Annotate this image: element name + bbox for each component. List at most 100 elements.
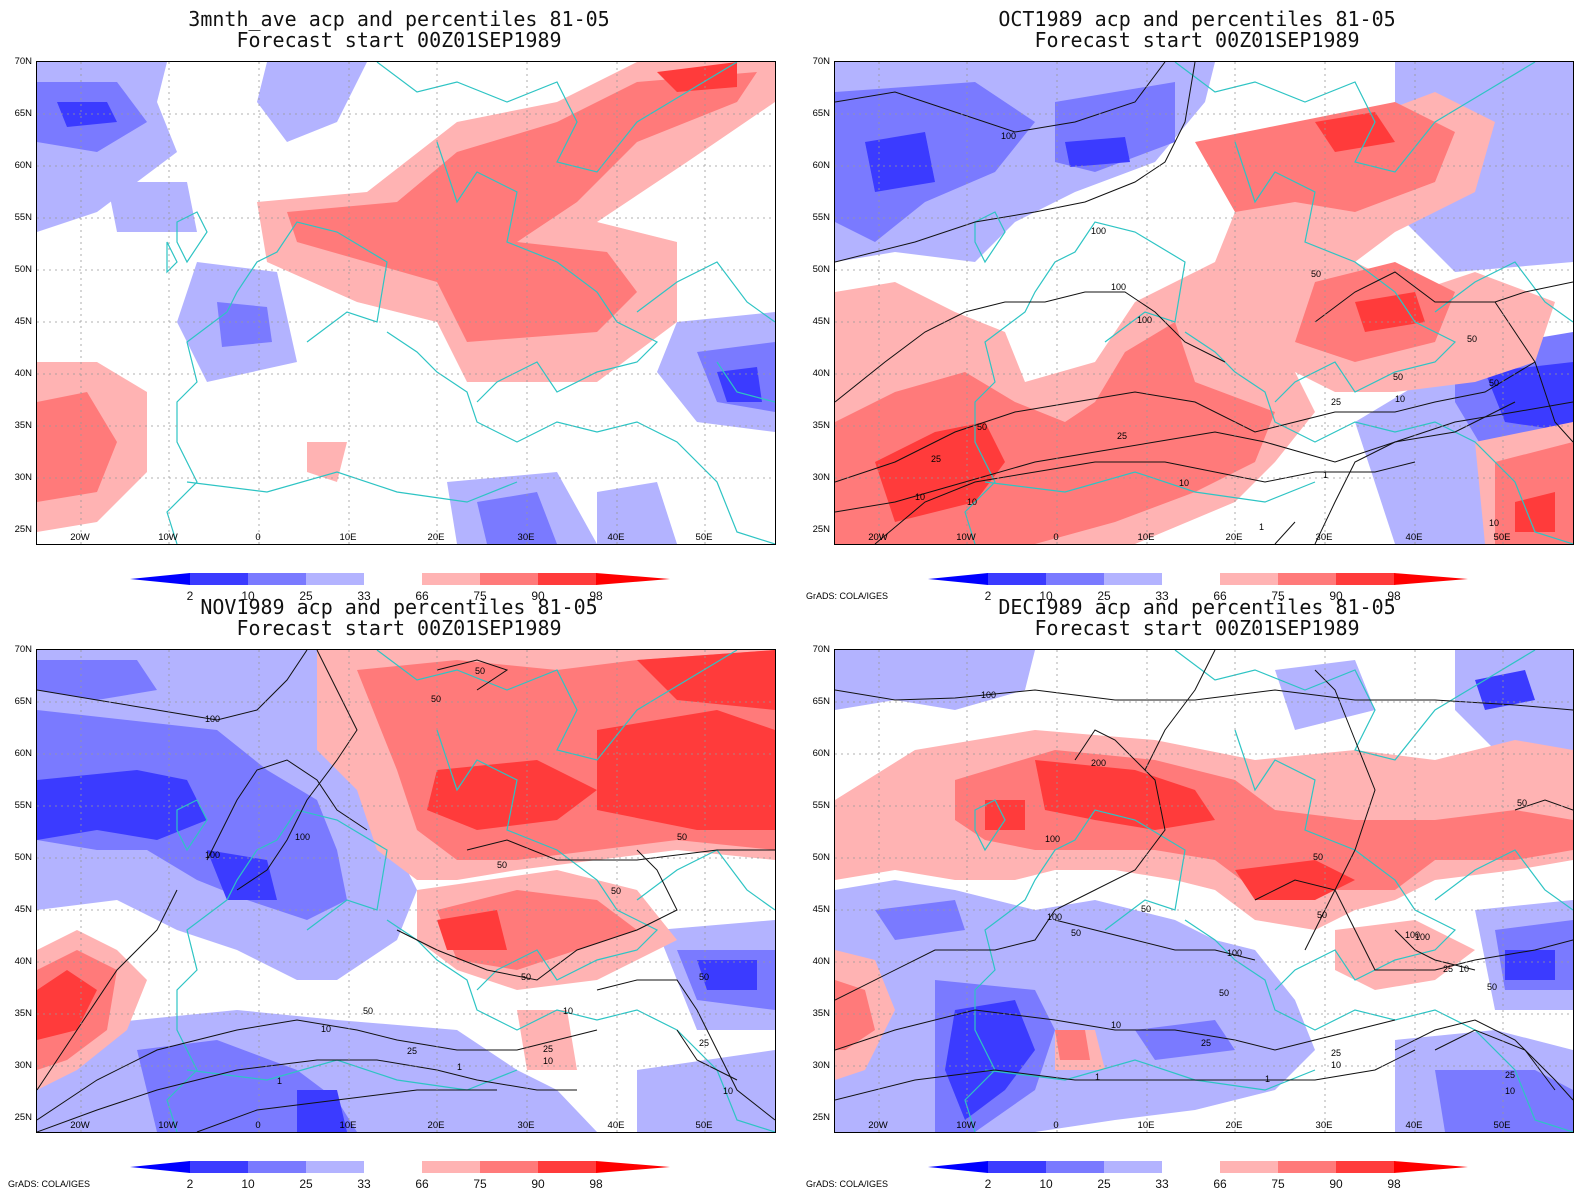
contour-label: 50 [521, 972, 531, 982]
colorbar-label: 2 [984, 1177, 992, 1191]
colorbar [928, 573, 1468, 585]
contour-label: 25 [699, 1038, 709, 1048]
colorbar-label: 25 [299, 589, 313, 603]
panel-nov: NOV1989 acp and percentiles 81-05 Foreca… [0, 588, 798, 1191]
contour-label: 50 [1141, 904, 1151, 914]
grads-credit: GrADS: COLA/IGES [806, 1179, 889, 1189]
y-tick-label: 40N [812, 368, 830, 379]
y-tick-label: 55N [14, 800, 32, 811]
red-region-strong [37, 650, 775, 1040]
colorbar-label: 33 [357, 589, 371, 603]
x-tick-label: 10E [339, 1120, 357, 1131]
panel-3month: 3mnth_ave acp and percentiles 81-05 Fore… [0, 0, 798, 603]
contour-label: 1 [1259, 522, 1264, 532]
x-tick-label: 0 [255, 532, 261, 543]
contour-label: 50 [1489, 378, 1499, 388]
y-tick-label: 50N [812, 264, 830, 275]
x-tick-label: 30E [1315, 1120, 1333, 1131]
contour-label: 100 [1137, 315, 1152, 325]
x-tick-label: 50E [695, 1120, 713, 1131]
contour-label: 50 [699, 972, 709, 982]
y-tick-label: 45N [812, 316, 830, 327]
contour-label: 50 [1219, 988, 1229, 998]
y-tick-label: 40N [14, 956, 32, 967]
colorbar-label: 75 [1271, 1177, 1285, 1191]
y-tick-label: 50N [14, 852, 32, 863]
red-region-strong [657, 62, 737, 92]
colorbar [928, 1161, 1468, 1173]
contour-label: 25 [1443, 964, 1453, 974]
y-tick-label: 30N [812, 472, 830, 483]
contour-label: 50 [1487, 982, 1497, 992]
panel-title: DEC1989 acp and percentiles 81-05 [998, 595, 1396, 619]
x-tick-label: 0 [1053, 1120, 1059, 1131]
contour-label: 50 [1313, 852, 1323, 862]
x-tick-label: 0 [1053, 532, 1059, 543]
colorbar [130, 573, 670, 585]
grads-credit: GrADS: COLA/IGES [8, 1179, 91, 1189]
x-tick-label: 40E [1405, 1120, 1423, 1131]
contour-label: 50 [1071, 928, 1081, 938]
x-tick-label: 20E [1225, 532, 1243, 543]
y-tick-label: 60N [812, 748, 830, 759]
colorbar-label: 25 [1097, 589, 1111, 603]
x-tick-label: 40E [1405, 532, 1423, 543]
grads-credit: GrADS: COLA/IGES [806, 591, 889, 601]
contour-label: 25 [1331, 1048, 1341, 1058]
x-tick-label: 50E [1493, 1120, 1511, 1131]
x-tick-label: 20E [1225, 1120, 1243, 1131]
y-tick-label: 60N [812, 160, 830, 171]
contour-label: 50 [677, 832, 687, 842]
panel-oct: OCT1989 acp and percentiles 81-05 Foreca… [798, 0, 1596, 603]
colorbar-label: 75 [473, 1177, 487, 1191]
panel-subtitle: Forecast start 00Z01SEP1989 [236, 616, 562, 640]
contour-label: 50 [497, 860, 507, 870]
colorbar-label: 75 [473, 589, 487, 603]
contour-label: 25 [1505, 1070, 1515, 1080]
y-tick-label: 40N [812, 956, 830, 967]
y-tick-label: 50N [812, 852, 830, 863]
colorbar-label: 90 [1329, 589, 1343, 603]
contour-label: 10 [723, 1086, 733, 1096]
colorbar-label: 33 [1155, 589, 1169, 603]
contour-label: 1 [277, 1076, 282, 1086]
map-area [36, 61, 776, 545]
grid [37, 62, 775, 544]
panel-title: NOV1989 acp and percentiles 81-05 [200, 595, 598, 619]
contour-labels: 100 200 100 100 50 50 100 50 100 25 50 5… [981, 690, 1527, 1096]
y-tick-label: 65N [812, 696, 830, 707]
y-tick-label: 50N [14, 264, 32, 275]
panel-subtitle: Forecast start 00Z01SEP1989 [1034, 616, 1360, 640]
grid [835, 62, 1573, 544]
y-tick-label: 65N [812, 108, 830, 119]
contour-label: 10 [321, 1024, 331, 1034]
contour-label: 100 [295, 832, 310, 842]
contour-labels: 100 100 100 100 50 50 50 25 25 10 10 10 … [915, 131, 1499, 532]
x-tick-label: 20E [427, 532, 445, 543]
contour-labels: 50 50 100 100 100 50 50 50 50 50 25 25 1… [205, 666, 733, 1096]
y-tick-label: 30N [812, 1060, 830, 1071]
blue-region-strong [37, 770, 757, 1132]
contour-label: 50 [1393, 372, 1403, 382]
contour-label: 100 [1227, 948, 1242, 958]
x-tick-label: 30E [517, 532, 535, 543]
map-svg: 50 50 100 100 100 50 50 50 50 50 25 25 1… [37, 650, 775, 1132]
contour-label: 100 [1415, 932, 1430, 942]
red-region-strong [875, 112, 1555, 532]
colorbar-label: 66 [1213, 589, 1227, 603]
contour-label: 10 [563, 1006, 573, 1016]
y-tick-label: 70N [812, 644, 830, 655]
contour-label: 25 [1201, 1038, 1211, 1048]
y-tick-label: 35N [812, 1008, 830, 1019]
contour-label: 25 [931, 454, 941, 464]
map-svg: 100 100 100 100 50 50 50 25 25 10 10 10 … [835, 62, 1573, 544]
contour-label: 200 [1091, 758, 1106, 768]
colorbar-label: 10 [241, 589, 255, 603]
colorbar-label: 33 [357, 1177, 371, 1191]
y-tick-label: 35N [14, 420, 32, 431]
contour-label: 10 [543, 1056, 553, 1066]
y-tick-label: 40N [14, 368, 32, 379]
y-tick-label: 55N [14, 212, 32, 223]
y-tick-label: 35N [14, 1008, 32, 1019]
y-tick-label: 60N [14, 160, 32, 171]
